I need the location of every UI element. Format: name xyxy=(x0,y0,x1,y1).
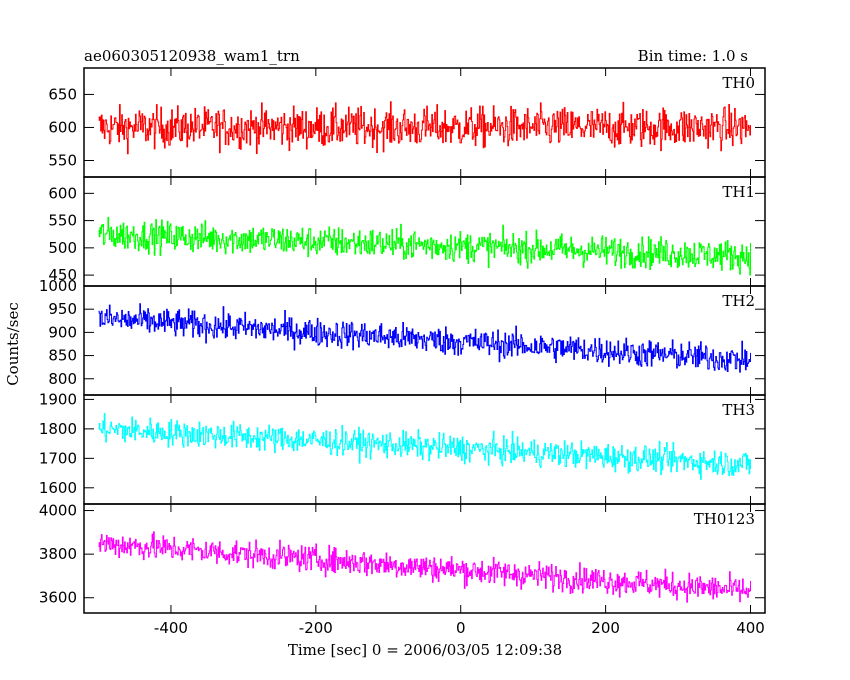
series-line-th0123 xyxy=(98,531,752,603)
bin-time-label: Bin time: 1.0 s xyxy=(638,47,748,65)
panel-th1: 450 500 550 600 TH1 xyxy=(48,176,766,287)
y-tick-label: 600 xyxy=(48,184,77,202)
series-line-th1 xyxy=(98,216,752,276)
panel-label: TH3 xyxy=(722,401,755,419)
panel-th2: 800 850 900 950 1000 TH2 xyxy=(39,277,766,396)
y-tick-label: 450 xyxy=(48,266,77,284)
panel-frame xyxy=(83,176,766,287)
y-tick-label: 1900 xyxy=(39,390,77,408)
series-line-th2 xyxy=(98,303,752,373)
panels-group: 550 600 650 TH0 450 500 550 600 TH1 800 850 900 950 1… xyxy=(39,67,766,614)
x-tick-label: 200 xyxy=(591,619,620,637)
y-tick-label: 800 xyxy=(48,370,77,388)
panel-label: TH0 xyxy=(722,74,755,92)
panel-th0123: 3600 3800 4000 TH0123 xyxy=(39,502,766,614)
y-tick-label: 650 xyxy=(48,85,77,103)
x-tick-label: -200 xyxy=(299,619,333,637)
x-axis-label: Time [sec] 0 = 2006/03/05 12:09:38 xyxy=(288,641,562,659)
x-axis: -400 -200 0 200 400 xyxy=(154,619,765,637)
x-tick-label: -400 xyxy=(154,619,188,637)
y-tick-label: 3800 xyxy=(39,545,77,563)
panel-label: TH2 xyxy=(722,292,755,310)
y-tick-label: 3600 xyxy=(39,589,77,607)
chart-title: ae060305120938_wam1_trn xyxy=(84,47,300,65)
y-tick-label: 550 xyxy=(48,212,77,230)
panel-frame xyxy=(83,394,766,505)
panel-frame xyxy=(83,503,766,614)
y-tick-label: 850 xyxy=(48,347,77,365)
y-tick-label: 950 xyxy=(48,300,77,318)
y-tick-label: 1700 xyxy=(39,449,77,467)
y-tick-label: 900 xyxy=(48,323,77,341)
series-line-th0 xyxy=(98,101,752,155)
panel-th3: 1600 1700 1800 1900 TH3 xyxy=(39,390,766,505)
series-line-th3 xyxy=(98,413,752,480)
y-tick-label: 4000 xyxy=(39,502,77,520)
y-axis-label: Counts/sec xyxy=(4,302,22,386)
panel-th0: 550 600 650 TH0 xyxy=(48,67,766,178)
y-tick-label: 500 xyxy=(48,239,77,257)
panel-label: TH1 xyxy=(722,183,755,201)
y-tick-label: 1600 xyxy=(39,479,77,497)
panel-label: TH0123 xyxy=(694,510,755,528)
x-tick-label: 400 xyxy=(736,619,765,637)
y-tick-label: 550 xyxy=(48,151,77,169)
x-tick-label: 0 xyxy=(456,619,466,637)
y-tick-label: 1000 xyxy=(39,277,77,295)
y-tick-label: 600 xyxy=(48,118,77,136)
y-tick-label: 1800 xyxy=(39,420,77,438)
